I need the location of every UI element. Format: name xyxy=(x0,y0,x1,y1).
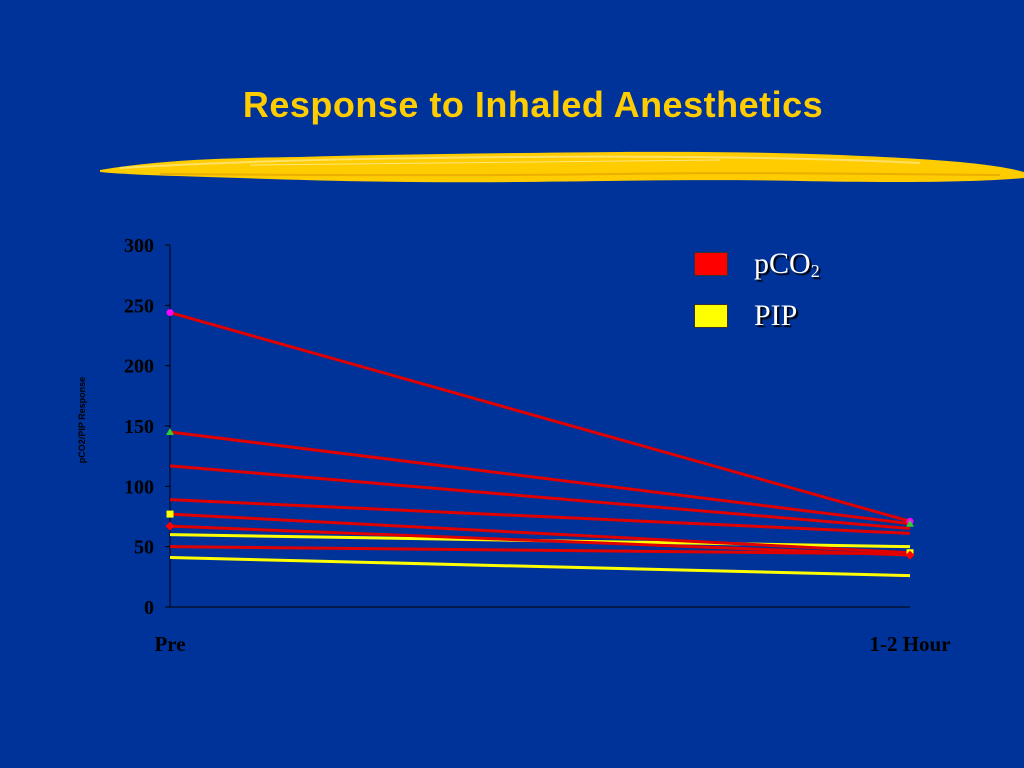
series-1-marker-1 xyxy=(166,309,174,317)
y-tick-label: 150 xyxy=(124,416,154,438)
legend-item-pip: PIP xyxy=(694,290,820,342)
series-6-marker-1 xyxy=(165,521,175,531)
y-tick-label: 300 xyxy=(124,235,154,257)
chart-markers xyxy=(165,309,915,560)
x-tick-label-1-2-hour: 1-2 Hour xyxy=(869,632,950,656)
y-axis-ticks: 0 50 100 150 200 250 300 xyxy=(124,235,170,619)
y-tick-label: 200 xyxy=(124,356,154,378)
series-5-marker-1 xyxy=(166,510,174,518)
chart-series xyxy=(169,311,911,578)
brush-stroke-divider xyxy=(100,151,1024,183)
slide-title: Response to Inhaled Anesthetics xyxy=(242,84,824,125)
y-axis-label: pCO2/PIP Response xyxy=(77,377,87,463)
series-line-3 xyxy=(169,464,911,531)
legend-swatch-pco2 xyxy=(694,252,728,276)
series-line-9 xyxy=(169,556,911,578)
legend-label-pip: PIP xyxy=(754,299,798,332)
series-2-marker-1 xyxy=(166,428,174,436)
x-tick-label-pre: Pre xyxy=(154,632,185,656)
series-2-marker-2 xyxy=(906,519,914,527)
y-tick-label: 250 xyxy=(124,295,154,317)
y-tick-label: 100 xyxy=(124,476,154,498)
legend-swatch-pip xyxy=(694,304,728,328)
chart-legend: pCO2 PIP xyxy=(694,238,820,342)
series-line-4 xyxy=(169,498,911,535)
series-line-2 xyxy=(169,430,911,526)
series-line-5 xyxy=(169,512,911,555)
y-tick-label: 50 xyxy=(134,537,154,559)
series-6-marker-2 xyxy=(905,550,915,560)
legend-item-pco2: pCO2 xyxy=(694,238,820,290)
series-line-6 xyxy=(169,524,911,557)
series-line-1 xyxy=(169,311,911,523)
series-line-7 xyxy=(169,545,911,556)
legend-label-pco2: pCO2 xyxy=(754,246,820,281)
y-tick-label: 0 xyxy=(144,597,154,619)
